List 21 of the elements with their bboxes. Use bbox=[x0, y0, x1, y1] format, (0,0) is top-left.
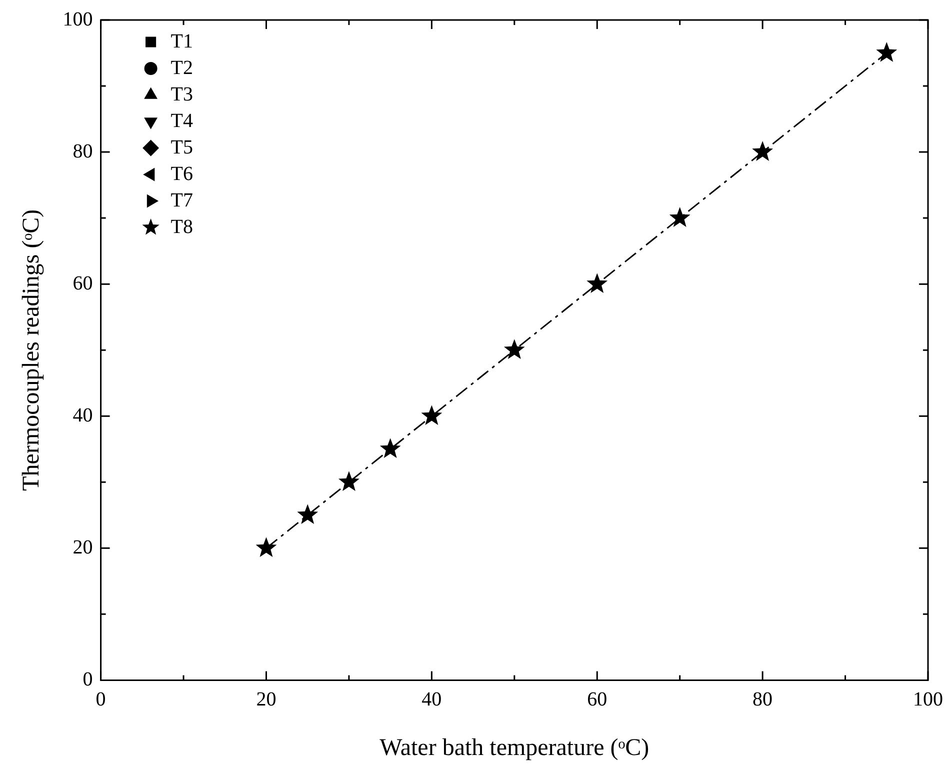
legend-label: T4 bbox=[170, 110, 194, 132]
y-tick-label: 100 bbox=[62, 8, 93, 30]
legend-label: T3 bbox=[170, 83, 194, 106]
x-tick-label: 100 bbox=[913, 688, 943, 710]
x-tick-label: 40 bbox=[422, 688, 442, 710]
y-tick-label: 0 bbox=[82, 668, 93, 690]
x-axis-title: Water bath temperature (ᵒC) bbox=[380, 734, 650, 761]
legend-label: T6 bbox=[170, 162, 194, 185]
legend-label: T7 bbox=[170, 189, 194, 212]
legend-label: T5 bbox=[170, 136, 194, 158]
y-tick-label: 40 bbox=[72, 404, 93, 426]
x-tick-label: 80 bbox=[752, 688, 773, 710]
x-tick-label: 60 bbox=[587, 688, 608, 710]
legend-label: T2 bbox=[170, 56, 194, 79]
legend-label: T1 bbox=[170, 30, 194, 52]
y-axis-title: Thermocouples readings (ᵒC) bbox=[18, 209, 45, 491]
legend-label: T8 bbox=[170, 216, 194, 238]
x-tick-label: 20 bbox=[256, 688, 276, 710]
y-tick-label: 80 bbox=[72, 140, 93, 162]
y-tick-label: 60 bbox=[72, 272, 93, 294]
y-tick-label: 20 bbox=[72, 536, 93, 558]
